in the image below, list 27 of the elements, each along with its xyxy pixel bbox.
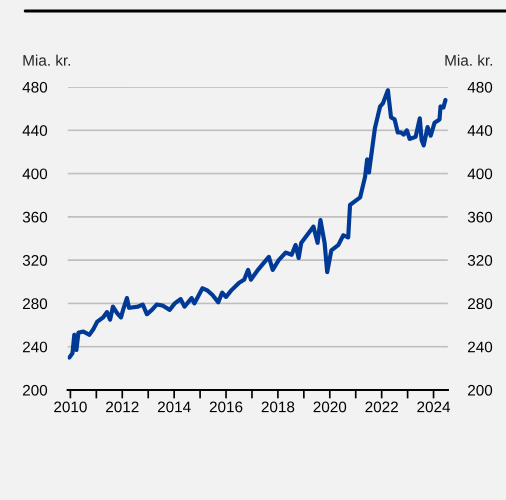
x-tick-label: 2016	[210, 402, 242, 412]
y2-axis-title: Mia. kr.	[445, 54, 492, 66]
y2-tick-label: 400	[468, 168, 492, 180]
x-tick-label: 2024	[417, 402, 450, 412]
y-tick-label: 480	[22, 82, 48, 93]
y-tick-label: 320	[22, 255, 48, 266]
y-tick-label: 200	[22, 384, 48, 396]
x-tick-label: 2012	[106, 402, 139, 412]
y-tick-label: 240	[22, 342, 48, 352]
y-tick-label: 400	[22, 168, 48, 180]
x-tick-label: 2018	[262, 402, 294, 412]
line-series	[68, 88, 448, 360]
y-tick-label: 360	[22, 212, 48, 223]
y-tick-label: 280	[22, 298, 48, 310]
y2-tick-label: 240	[468, 342, 492, 352]
y2-tick-label: 320	[468, 255, 492, 266]
y2-tick-label: 360	[468, 212, 492, 223]
x-tick-label: 2014	[158, 402, 191, 412]
x-tick-label: 2022	[365, 402, 398, 412]
y2-tick-label: 440	[468, 125, 492, 136]
y2-tick-label: 280	[468, 298, 492, 310]
y2-tick-label: 480	[468, 82, 492, 93]
y-axis-title: Mia. kr.	[23, 54, 70, 66]
x-tick-label: 2020	[314, 402, 346, 412]
x-tick-label: 2010	[54, 402, 87, 412]
y-tick-label: 440	[22, 125, 48, 136]
y2-tick-label: 200	[468, 384, 492, 396]
